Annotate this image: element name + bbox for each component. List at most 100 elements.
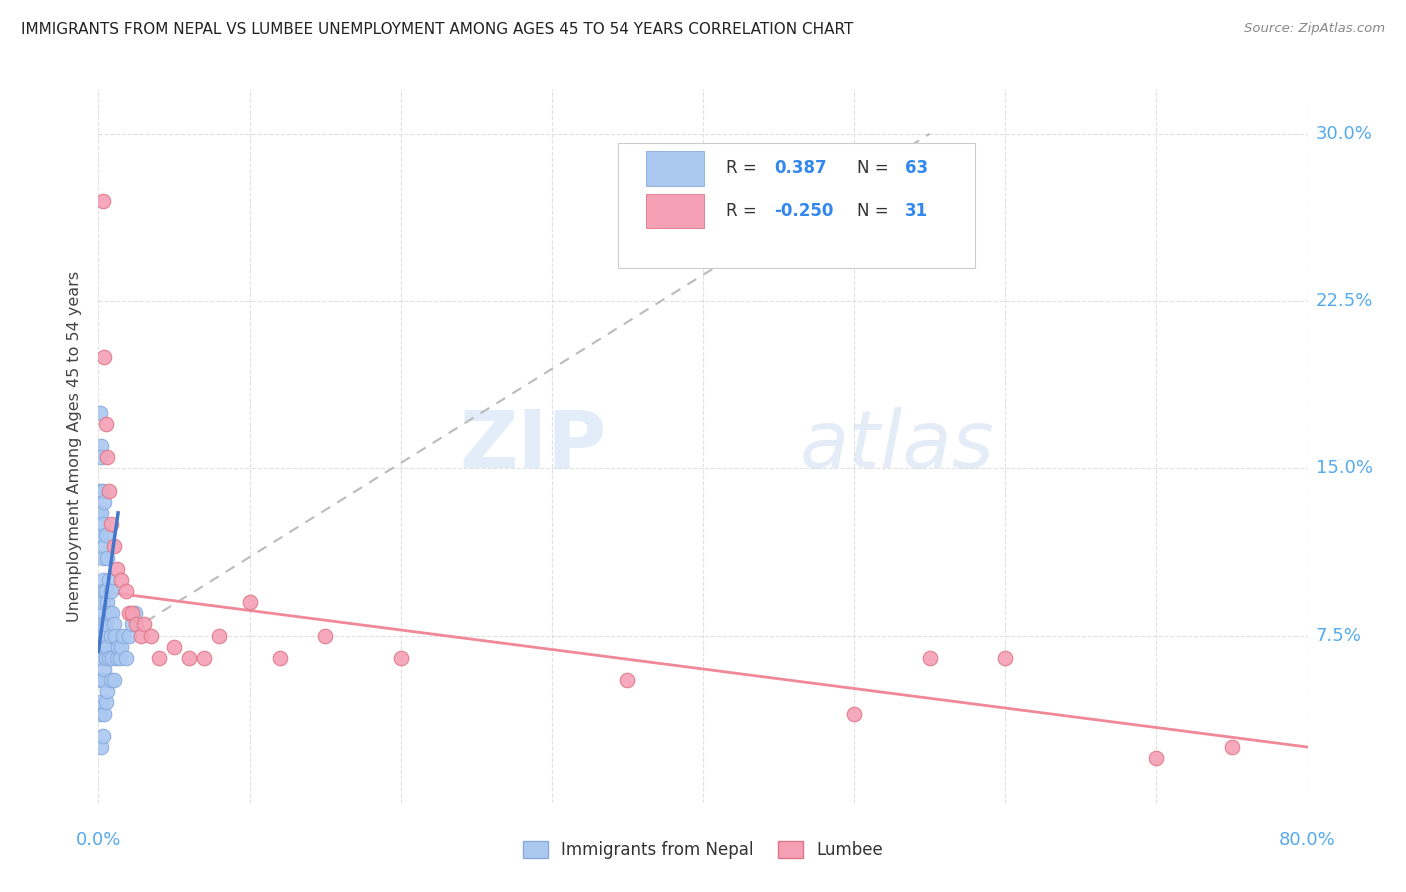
- Point: [389, 651, 412, 665]
- Point: [93, 662, 115, 676]
- Point: [96, 550, 118, 565]
- Point: [90, 450, 112, 465]
- Point: [96, 640, 118, 654]
- Point: [994, 651, 1017, 665]
- Point: [90, 696, 112, 710]
- Point: [100, 517, 122, 532]
- Point: [616, 673, 638, 687]
- Text: N =: N =: [856, 160, 893, 178]
- Text: ZIP: ZIP: [458, 407, 606, 485]
- Point: [269, 651, 291, 665]
- Text: R =: R =: [725, 160, 762, 178]
- Point: [91, 517, 114, 532]
- Text: 0.0%: 0.0%: [76, 830, 121, 848]
- Point: [89, 651, 111, 665]
- Text: 15.0%: 15.0%: [1316, 459, 1372, 477]
- Point: [89, 706, 111, 721]
- Point: [177, 651, 201, 665]
- Point: [108, 651, 131, 665]
- Point: [96, 450, 118, 465]
- Point: [93, 350, 115, 364]
- Point: [114, 583, 136, 598]
- Point: [118, 628, 141, 642]
- Point: [89, 617, 111, 632]
- Point: [100, 583, 122, 598]
- FancyBboxPatch shape: [647, 152, 704, 186]
- Point: [132, 617, 155, 632]
- Point: [91, 617, 114, 632]
- Point: [94, 583, 117, 598]
- Point: [90, 528, 112, 542]
- Point: [91, 483, 114, 498]
- Text: 80.0%: 80.0%: [1279, 830, 1336, 848]
- Text: 31: 31: [905, 202, 928, 220]
- FancyBboxPatch shape: [647, 194, 704, 228]
- Point: [90, 506, 112, 520]
- Point: [111, 628, 134, 642]
- Point: [91, 595, 114, 609]
- Point: [89, 506, 111, 520]
- Point: [94, 528, 117, 542]
- Point: [90, 740, 112, 755]
- Point: [105, 651, 128, 665]
- Point: [89, 628, 111, 642]
- Text: -0.250: -0.250: [775, 202, 834, 220]
- Text: 22.5%: 22.5%: [1316, 292, 1374, 310]
- Point: [91, 194, 114, 208]
- Point: [103, 539, 125, 553]
- Text: R =: R =: [725, 202, 762, 220]
- Point: [107, 640, 129, 654]
- Point: [918, 651, 941, 665]
- Point: [90, 651, 112, 665]
- Point: [124, 607, 146, 621]
- Point: [94, 417, 117, 431]
- Point: [121, 607, 143, 621]
- Text: 7.5%: 7.5%: [1316, 626, 1362, 645]
- Text: atlas: atlas: [800, 407, 994, 485]
- Point: [93, 628, 115, 642]
- Point: [844, 706, 866, 721]
- Point: [96, 684, 118, 698]
- Point: [93, 539, 115, 553]
- Text: N =: N =: [856, 202, 893, 220]
- Point: [91, 573, 114, 587]
- Point: [91, 550, 114, 565]
- Point: [121, 617, 143, 632]
- Point: [89, 595, 111, 609]
- Point: [1144, 751, 1167, 765]
- Point: [1220, 740, 1243, 755]
- Point: [91, 729, 114, 743]
- Point: [104, 628, 127, 642]
- Point: [114, 651, 136, 665]
- Point: [193, 651, 215, 665]
- Point: [89, 405, 111, 420]
- Point: [94, 651, 117, 665]
- Point: [90, 607, 112, 621]
- Point: [93, 494, 115, 508]
- Point: [94, 696, 117, 710]
- Point: [96, 595, 118, 609]
- Text: 0.387: 0.387: [775, 160, 827, 178]
- Point: [90, 439, 112, 453]
- Text: 30.0%: 30.0%: [1316, 125, 1372, 143]
- Y-axis label: Unemployment Among Ages 45 to 54 years: Unemployment Among Ages 45 to 54 years: [67, 270, 83, 622]
- Text: IMMIGRANTS FROM NEPAL VS LUMBEE UNEMPLOYMENT AMONG AGES 45 TO 54 YEARS CORRELATI: IMMIGRANTS FROM NEPAL VS LUMBEE UNEMPLOY…: [21, 22, 853, 37]
- Point: [93, 706, 115, 721]
- Point: [101, 607, 124, 621]
- Point: [91, 640, 114, 654]
- Point: [103, 617, 125, 632]
- Point: [98, 607, 121, 621]
- Point: [105, 562, 128, 576]
- Point: [91, 673, 114, 687]
- Legend: Immigrants from Nepal, Lumbee: Immigrants from Nepal, Lumbee: [516, 834, 890, 866]
- Point: [110, 573, 132, 587]
- Point: [129, 628, 152, 642]
- FancyBboxPatch shape: [619, 143, 976, 268]
- Point: [93, 583, 115, 598]
- Point: [125, 617, 148, 632]
- Point: [90, 583, 112, 598]
- Point: [314, 628, 336, 642]
- Point: [98, 483, 121, 498]
- Point: [90, 673, 112, 687]
- Point: [89, 483, 111, 498]
